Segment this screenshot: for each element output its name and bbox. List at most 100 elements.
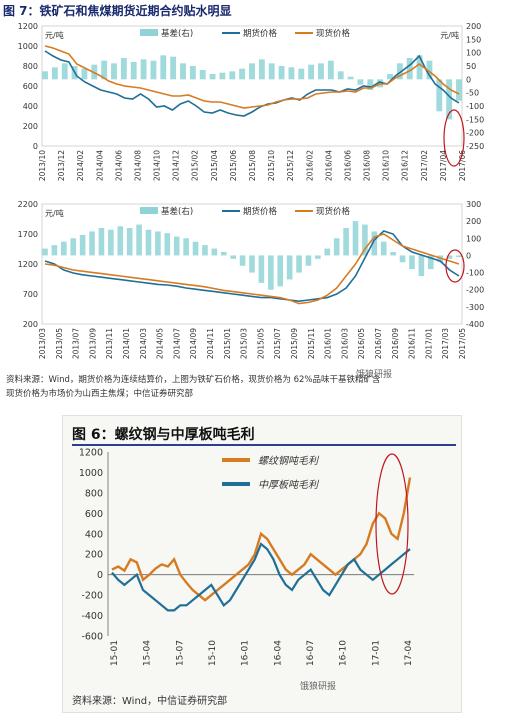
c1-basis-bar-7 <box>111 63 117 80</box>
c2-xtick-6: 2014/03 <box>139 328 148 359</box>
c2-basis-bar-14 <box>173 236 180 256</box>
c2-xtick-12: 2015/03 <box>240 328 249 359</box>
c1-ytick-left-3: 600 <box>23 82 38 91</box>
c3-xtick-6: 16-07 <box>306 640 316 666</box>
c1-basis-bar-16 <box>199 70 206 80</box>
figure-1-title: 图 7：铁矿石和焦煤期货近期合约贴水明显 <box>3 4 232 18</box>
c1-xtick-14: 2016/02 <box>305 150 314 181</box>
c2-ytick-right-2: -200 <box>466 286 484 295</box>
c2-basis-bar-16 <box>192 241 199 256</box>
c3-xtick-1: 15-04 <box>143 640 153 666</box>
c3-xtick-2: 15-07 <box>175 640 185 666</box>
c2-highlight-ellipse <box>445 249 465 283</box>
c2-xtick-20: 2016/07 <box>374 328 383 359</box>
c1-basis-bar-20 <box>239 68 246 80</box>
c1-xtick-21: 2017/04 <box>439 150 448 181</box>
c1-basis-bar-12 <box>160 55 167 80</box>
c1-ytick-left-2: 400 <box>23 102 38 111</box>
c2-ytick-left-3: 1700 <box>18 230 38 239</box>
c2-basis-bar-43 <box>446 255 453 259</box>
c2-ytick-left-1: 700 <box>23 290 38 299</box>
c1-xtick-8: 2015/02 <box>191 150 200 181</box>
c1-left-unit: 元/吨 <box>45 30 64 40</box>
c1-basis-bar-6 <box>101 60 108 80</box>
c1-xtick-11: 2015/08 <box>248 150 257 181</box>
c3-xtick-8: 17-01 <box>371 640 381 666</box>
c3-xtick-3: 15-10 <box>208 640 218 666</box>
c2-ytick-right-3: -100 <box>466 269 484 278</box>
c1-ytick-right-2: -150 <box>466 115 484 124</box>
figure-2-title-rule <box>72 444 456 446</box>
c1-legend-label-1: 期货价格 <box>243 28 278 39</box>
c1-xtick-1: 2013/12 <box>57 150 66 181</box>
c2-xtick-24: 2017/03 <box>441 328 450 359</box>
c1-highlight-ellipse <box>443 109 465 167</box>
c1-basis-bar-29 <box>327 60 334 80</box>
c1-basis-bar-30 <box>337 71 344 80</box>
c1-xtick-10: 2015/06 <box>229 150 238 181</box>
c2-basis-bar-8 <box>117 226 124 256</box>
c2-basis-bar-31 <box>333 238 340 256</box>
c2-basis-bar-25 <box>277 255 284 287</box>
c2-xtick-4: 2013/11 <box>105 328 114 359</box>
c2-basis-bar-26 <box>286 255 293 280</box>
c1-basis-bar-13 <box>170 56 177 80</box>
c3-xtick-5: 16-04 <box>273 640 283 666</box>
c2-basis-bar-24 <box>268 255 274 290</box>
c2-basis-bar-44 <box>456 255 462 258</box>
c1-right-unit: 元/吨 <box>440 30 459 40</box>
c1-line-spot <box>44 45 460 109</box>
c1-ytick-right-7: 100 <box>466 49 481 58</box>
chart-coking-coal: 200 700 1200 1700 2200 -400 -300 -200 -100 0 100 20… <box>18 200 485 359</box>
c1-basis-bar-21 <box>249 63 255 80</box>
c1-basis-bar-0 <box>42 71 48 80</box>
c1-basis-bar-24 <box>278 66 285 80</box>
c2-xtick-2: 2013/07 <box>72 328 81 359</box>
c3-ytick-7: 800 <box>85 488 103 499</box>
watermark-text: 饿狼研报 <box>356 370 393 380</box>
c3-ytick-1: -400 <box>81 611 103 622</box>
c2-xtick-9: 2014/09 <box>189 328 198 359</box>
c2-xtick-0: 2013/03 <box>38 328 47 359</box>
c2-plot-frame <box>41 203 463 325</box>
c2-xtick-22: 2016/11 <box>408 328 417 359</box>
c2-ytick-right-0: -400 <box>466 320 484 329</box>
c1-legend-label-2: 现货价格 <box>316 28 351 39</box>
c1-legend-swatch-0 <box>140 29 158 36</box>
c3-legend-label-0: 螺纹钢吨毛利 <box>258 455 320 467</box>
c3-xtick-7: 16-10 <box>339 640 349 666</box>
c3-line-plate <box>111 542 411 612</box>
c1-basis-bar-18 <box>219 72 226 80</box>
c2-xtick-3: 2013/09 <box>88 328 97 359</box>
c2-xtick-23: 2017/01 <box>424 328 433 359</box>
c1-xtick-3: 2014/04 <box>95 150 104 181</box>
c1-ytick-right-1: -200 <box>466 129 484 138</box>
c2-basis-bar-7 <box>108 229 114 256</box>
c1-xtick-13: 2015/12 <box>286 150 295 181</box>
c2-basis-bar-5 <box>89 231 95 256</box>
c1-basis-bar-25 <box>288 67 295 80</box>
c1-basis-bar-8 <box>120 58 127 80</box>
c1-basis-bar-26 <box>298 68 305 80</box>
c2-basis-bar-17 <box>202 245 208 256</box>
c3-ytick-5: 400 <box>85 529 103 540</box>
c2-basis-bar-37 <box>390 252 396 256</box>
c1-basis-bar-38 <box>416 55 423 80</box>
c2-basis-bar-2 <box>61 241 67 256</box>
c1-xtick-19: 2016/12 <box>401 150 410 181</box>
c1-ytick-left-5: 1000 <box>18 42 38 51</box>
c1-basis-bar-37 <box>406 58 413 80</box>
c2-xtick-7: 2014/05 <box>156 328 165 359</box>
c3-xtick-4: 16-01 <box>241 640 251 666</box>
c2-ytick-right-6: 200 <box>466 217 481 226</box>
c2-basis-bar-0 <box>42 248 48 256</box>
c2-basis-bar-4 <box>79 234 86 256</box>
c3-ytick-9: 1200 <box>79 448 103 459</box>
c2-basis-bar-41 <box>427 255 434 270</box>
c1-basis-bar-28 <box>318 63 324 80</box>
c1-basis-bar-17 <box>209 74 216 80</box>
c2-ytick-right-1: -300 <box>466 303 484 312</box>
c1-basis-bar-32 <box>357 79 364 85</box>
c2-legend-label-1: 期货价格 <box>243 206 278 217</box>
